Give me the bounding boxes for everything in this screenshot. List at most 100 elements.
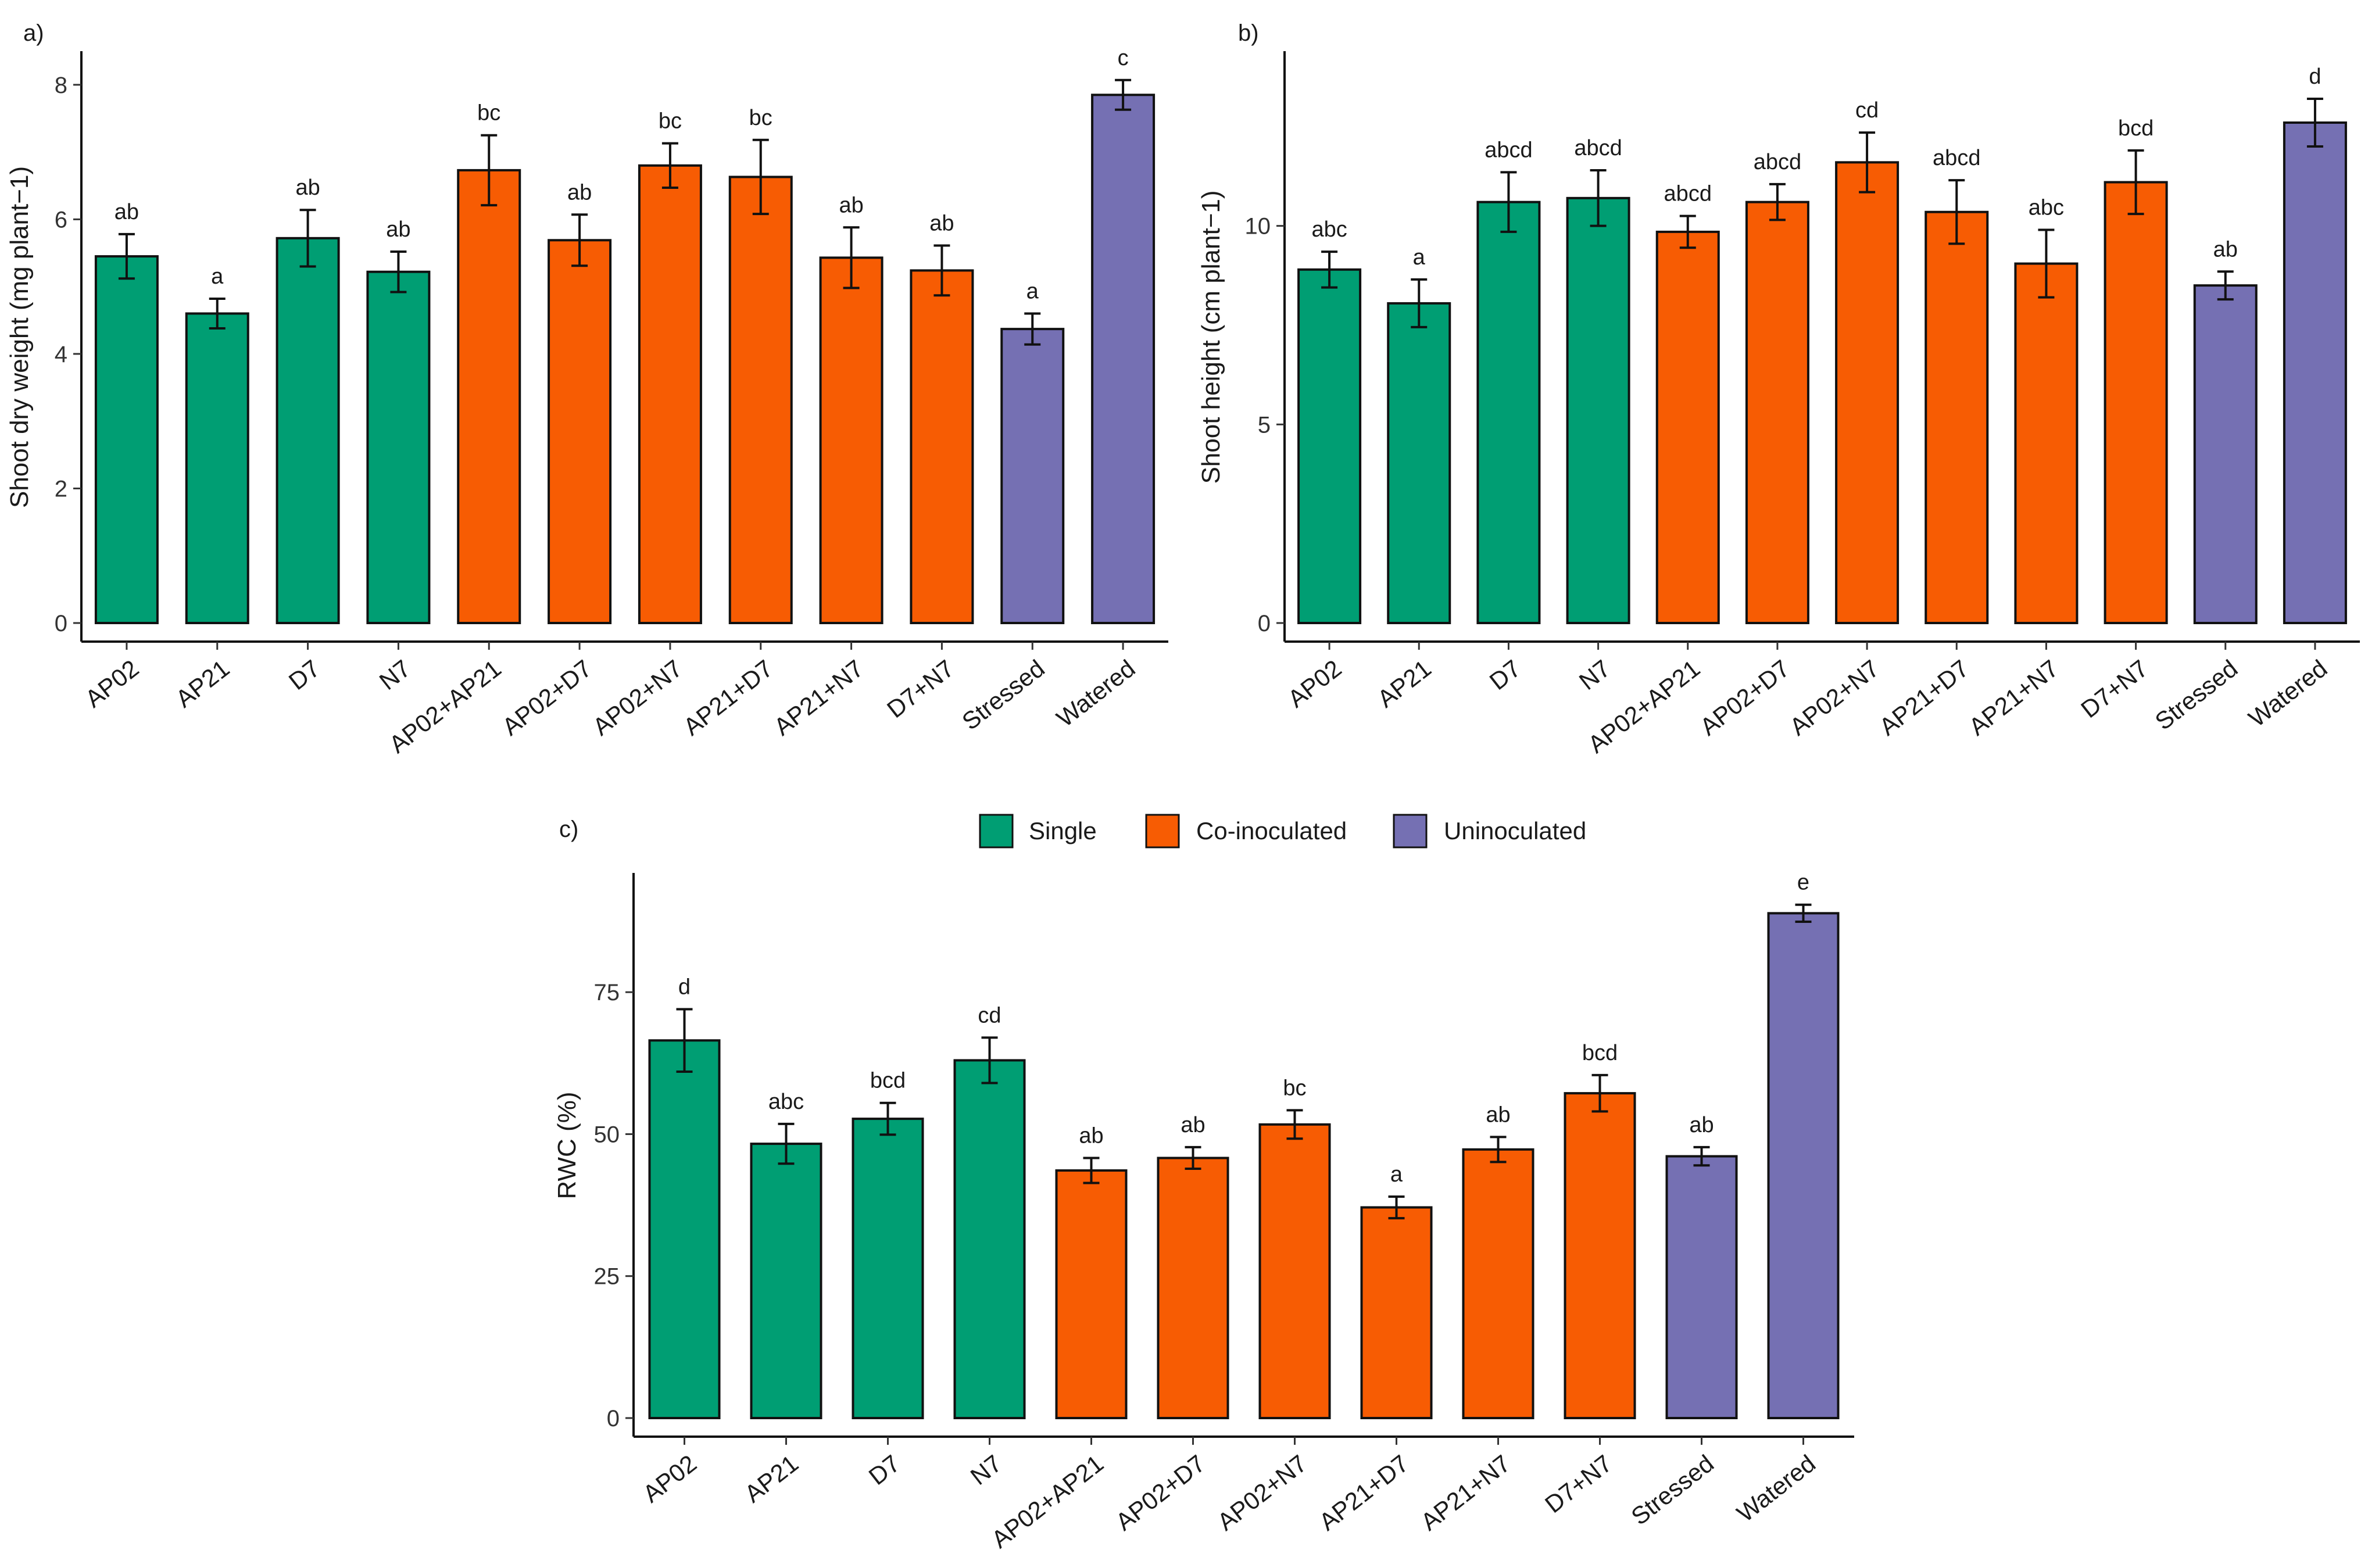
panel-c-significance-label: cd [978, 1003, 1001, 1028]
panel-a-x-tick-label: AP02 [80, 654, 144, 713]
panel-a-significance-label: c [1118, 46, 1129, 70]
panel-b-significance-label: cd [1855, 98, 1879, 123]
panel-b-y-tick-label: 10 [1245, 214, 1271, 239]
panel-b-x-tick-label: AP21 [1372, 654, 1436, 713]
panel-b-bar [2193, 284, 2258, 624]
panel-b-significance-label: abc [2029, 196, 2064, 220]
panel-b-significance-label: abcd [1933, 146, 1980, 170]
panel-c-x-tick-label: N7 [965, 1449, 1007, 1490]
panel-c-bar [1462, 1148, 1534, 1420]
panel-a-x-tick-label: N7 [374, 654, 416, 695]
panel-a-x-tick-label: AP21+N7 [769, 654, 869, 740]
panel-b-y-tick-label: 5 [1258, 412, 1271, 438]
panel-b-x-tick-label: Watered [2244, 654, 2333, 732]
panel-a-significance-label: ab [567, 180, 592, 205]
panel-c-x-tick-label: Watered [1732, 1449, 1820, 1527]
panel-b-y-tick-label: 0 [1258, 611, 1271, 636]
panel-b-significance-label: a [1413, 245, 1426, 270]
panel-c-x-tick-label: D7 [864, 1449, 905, 1490]
panel-b-bar [1387, 302, 1451, 624]
panel-a-bar [910, 269, 974, 624]
panel-b-bar [1925, 210, 1989, 624]
legend-label-single: Single [1029, 817, 1097, 844]
panel-a-x-tick-label: AP02+N7 [588, 654, 688, 740]
panel-b-x-tick-label: D7 [1485, 654, 1526, 695]
panel-c-bar [1767, 912, 1840, 1419]
panel-b-y-axis-title: Shoot height (cm plant−1) [1197, 190, 1225, 484]
panel-a-significance-label: bc [749, 106, 772, 130]
panel-a-y-tick-label: 0 [55, 611, 67, 636]
panel-b-significance-label: abcd [1485, 138, 1532, 162]
panel-c-significance-label: ab [1486, 1102, 1510, 1127]
panel-c-x-tick-label: Stressed [1626, 1449, 1719, 1530]
panel-a-bar [185, 312, 249, 624]
panel-b-significance-label: abcd [1574, 136, 1622, 160]
panel-c-significance-label: abc [768, 1090, 804, 1114]
panel-b-bar [2014, 262, 2079, 625]
panel-b-bar [1566, 196, 1630, 625]
panel-c-label: c) [559, 817, 578, 842]
panel-b-significance-label: d [2309, 65, 2321, 89]
legend-label-uninoculated: Uninoculated [1444, 817, 1586, 844]
panel-c-bar [953, 1059, 1026, 1419]
legend-label-co-inoculated: Co-inoculated [1196, 817, 1347, 844]
panel-a-bar [1091, 94, 1156, 624]
panel-c-bar [1360, 1206, 1433, 1420]
panel-b-x-tick-label: AP02 [1283, 654, 1347, 713]
panel-c-x-tick-label: AP21+N7 [1415, 1449, 1515, 1535]
panel-a-label: a) [23, 20, 44, 46]
panel-a-significance-label: bc [659, 109, 682, 134]
panel-b-x-tick-label: AP02+D7 [1695, 654, 1795, 740]
panel-b-x-tick-label: AP21+D7 [1874, 654, 1974, 740]
panel-a-bar [638, 164, 702, 624]
panel-c-x-tick-label: AP02 [638, 1449, 702, 1508]
panel-a-bar [1000, 328, 1065, 624]
panel-c-significance-label: ab [1181, 1113, 1205, 1137]
panel-c-bar [852, 1118, 924, 1419]
panel-a-significance-label: ab [115, 200, 139, 224]
panel-c-bar [1665, 1155, 1738, 1419]
panel-c-significance-label: bcd [870, 1069, 906, 1093]
panel-b-significance-label: abc [1311, 217, 1347, 242]
panel-b-significance-label: abcd [1664, 182, 1712, 206]
panel-b-label: b) [1238, 20, 1259, 46]
panel-c-y-tick-label: 50 [594, 1122, 620, 1147]
panel-c-x-tick-label: AP02+AP21 [986, 1449, 1108, 1553]
panel-b-x-tick-label: N7 [1574, 654, 1615, 695]
panel-a-x-tick-label: D7 [284, 654, 325, 695]
panel-b-bar [1655, 230, 1720, 624]
panel-a-x-tick-label: Stressed [957, 654, 1050, 735]
panel-a-bar [819, 256, 883, 624]
panel-c-x-tick-label: AP21+D7 [1314, 1449, 1414, 1535]
panel-c-significance-label: e [1797, 871, 1809, 895]
panel-c-y-tick-label: 25 [594, 1264, 620, 1290]
panel-a-significance-label: a [211, 264, 224, 289]
panel-c-significance-label: d [678, 975, 691, 1000]
panel-a-y-tick-label: 4 [55, 342, 67, 367]
panel-c-x-tick-label: AP02+N7 [1212, 1449, 1312, 1535]
legend-swatch-co-inoculated [1145, 814, 1180, 849]
legend-swatch-single [979, 814, 1014, 849]
panel-b-x-tick-label: AP02+N7 [1784, 654, 1884, 740]
legend: Single Co-inoculated Uninoculated [979, 814, 1586, 849]
panel-a-significance-label: ab [295, 176, 320, 200]
panel-b-x-tick-label: AP21+N7 [1963, 654, 2063, 740]
panel-a-x-tick-label: AP02+D7 [497, 654, 597, 740]
panel-c-bar [750, 1143, 822, 1419]
panel-a-bar [548, 239, 612, 624]
panel-c-significance-label: ab [1689, 1113, 1714, 1137]
panel-b-bar [1297, 268, 1362, 625]
panel-c-bar [648, 1039, 721, 1420]
panel-c-y-tick-label: 0 [607, 1406, 620, 1431]
panel-c-bar [1157, 1157, 1229, 1420]
panel-a-y-tick-label: 2 [55, 476, 67, 502]
panel-a-x-tick-label: D7+N7 [882, 654, 959, 723]
panel-b-bar [1745, 201, 1809, 624]
panel-b-x-tick-label: D7+N7 [2076, 654, 2153, 723]
panel-a-bar [457, 169, 521, 625]
panel-a-y-axis-title: Shoot dry weight (mg plant−1) [5, 166, 34, 508]
panel-a-significance-label: bc [477, 101, 500, 126]
panel-b-significance-label: ab [2213, 237, 2238, 262]
